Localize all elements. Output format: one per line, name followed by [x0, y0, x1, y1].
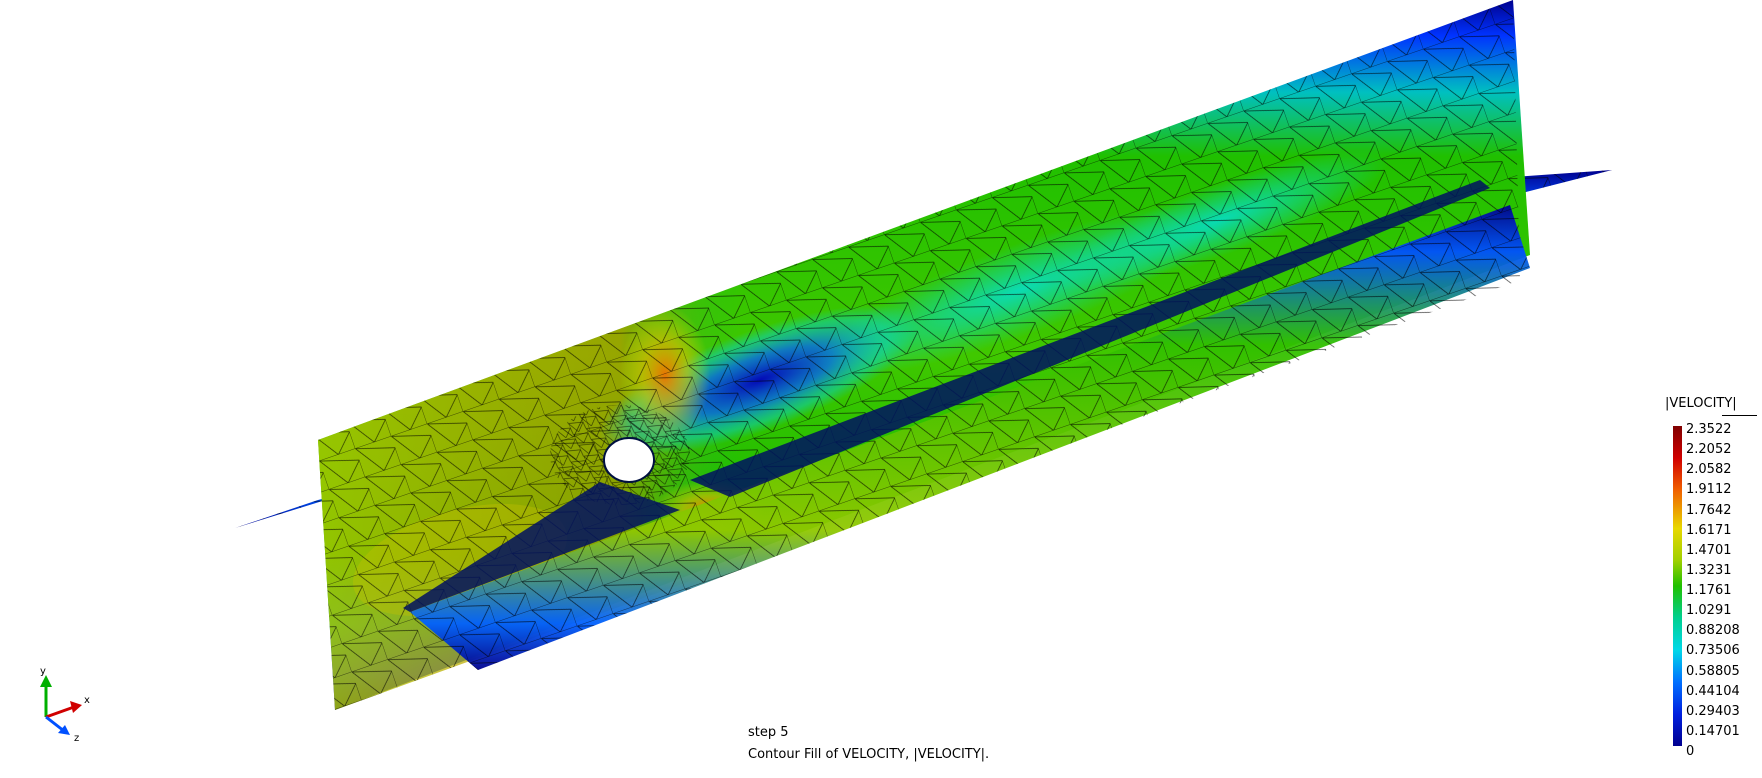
legend-tick-label: 1.7642 — [1686, 502, 1732, 518]
legend-tick-label: 0.58805 — [1686, 663, 1740, 679]
step-label: step 5 — [748, 725, 789, 740]
legend-tick-label: 0.29403 — [1686, 703, 1740, 719]
legend-tick-label: 2.2052 — [1686, 442, 1732, 458]
legend-tick-label: 0.14701 — [1686, 723, 1740, 739]
legend-tick-label: 0 — [1686, 744, 1695, 759]
y-axis-label: y — [40, 666, 46, 677]
color-legend: |VELOCITY| 2.3522 2.2052 2.0582 1.9112 1.764… — [1665, 396, 1760, 766]
legend-tick-label: 1.4701 — [1686, 542, 1732, 558]
legend-tick-label: 1.0291 — [1686, 603, 1732, 619]
legend-tick-label: 0.88208 — [1686, 623, 1740, 639]
legend-tick-label: 0.44104 — [1686, 683, 1740, 699]
legend-tick-label: 1.6171 — [1686, 522, 1732, 538]
caption: step 5 Contour Fill of VELOCITY, |VELOCI… — [748, 722, 989, 766]
legend-tick-label: 2.0582 — [1686, 462, 1732, 478]
contour-description: Contour Fill of VELOCITY, |VELOCITY|. — [748, 747, 990, 762]
legend-tick-label: 0.73506 — [1686, 643, 1740, 659]
axes-triad: y x z — [30, 665, 100, 745]
cylinder-hole — [603, 437, 655, 483]
z-axis-arrow — [45, 715, 65, 733]
legend-tick-label: 1.1761 — [1686, 583, 1732, 598]
legend-tick-label: 2.3522 — [1686, 422, 1732, 437]
legend-tick-label: 1.9112 — [1686, 482, 1732, 498]
legend-colorbar — [1673, 426, 1682, 746]
legend-title-underline — [1722, 415, 1757, 416]
legend-title: |VELOCITY| — [1665, 396, 1737, 411]
x-axis-label: x — [84, 695, 90, 706]
x-axis-arrow — [45, 705, 75, 719]
z-axis-label: z — [74, 733, 79, 744]
legend-tick-label: 1.3231 — [1686, 562, 1732, 578]
